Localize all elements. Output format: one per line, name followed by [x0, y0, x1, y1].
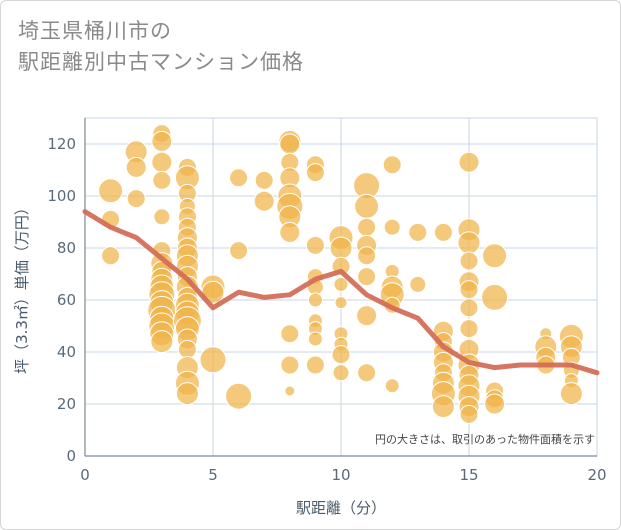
- x-tick-label: 10: [331, 466, 350, 484]
- data-point: [459, 251, 479, 271]
- x-axis-label: 駅距離（分）: [296, 499, 386, 517]
- y-tick-label: 100: [47, 187, 76, 205]
- data-point: [229, 241, 249, 261]
- data-point: [284, 385, 296, 397]
- x-tick-label: 15: [459, 466, 478, 484]
- data-point: [408, 222, 428, 242]
- data-point: [458, 151, 480, 173]
- data-point: [459, 319, 479, 339]
- data-point: [459, 404, 479, 424]
- data-point: [253, 190, 275, 212]
- data-point: [431, 395, 455, 419]
- data-point: [305, 163, 325, 183]
- data-point: [329, 236, 353, 260]
- trend-layer: [82, 209, 600, 376]
- data-point: [334, 296, 348, 310]
- tick-labels: 0 20 40 60 80 100 120 0 5 10 15 20: [47, 135, 606, 484]
- data-point: [484, 393, 506, 415]
- data-point: [307, 331, 323, 347]
- data-point: [152, 170, 172, 190]
- y-tick-label: 0: [66, 447, 76, 465]
- y-axis-label: 坪（3.3㎡）単価（万円）: [13, 200, 31, 374]
- data-point: [199, 346, 227, 374]
- y-tick-label: 40: [57, 343, 76, 361]
- data-point: [254, 170, 274, 190]
- data-point: [280, 355, 300, 375]
- chart-title-line-1: 埼玉県桶川市の: [18, 19, 172, 43]
- data-point: [459, 280, 479, 300]
- x-tick-label: 0: [80, 466, 90, 484]
- data-point: [331, 345, 351, 365]
- data-point: [357, 217, 377, 237]
- data-point: [101, 246, 121, 266]
- data-point: [98, 178, 124, 204]
- data-point: [305, 355, 325, 375]
- trend-line: [82, 209, 600, 376]
- data-point: [305, 235, 325, 255]
- y-tick-label: 60: [57, 291, 76, 309]
- y-tick-label: 120: [47, 135, 76, 153]
- data-point: [280, 324, 300, 344]
- data-point: [384, 378, 400, 394]
- data-point: [357, 246, 377, 266]
- data-point: [279, 221, 301, 243]
- data-point: [382, 155, 402, 175]
- data-point: [357, 363, 377, 383]
- data-point: [356, 305, 378, 327]
- data-point: [279, 133, 301, 155]
- data-point: [151, 151, 173, 173]
- data-point: [459, 298, 479, 318]
- data-point: [177, 339, 197, 359]
- y-tick-label: 20: [57, 395, 76, 413]
- x-tick-label: 5: [208, 466, 218, 484]
- data-point: [333, 276, 349, 292]
- x-tick-label: 20: [587, 466, 606, 484]
- data-point: [332, 364, 350, 382]
- data-point: [126, 189, 146, 209]
- data-point: [307, 292, 323, 308]
- data-point: [559, 382, 583, 406]
- data-point: [153, 208, 171, 226]
- data-point: [354, 193, 380, 219]
- chart-title-line-2: 駅距離別中古マンション価格: [18, 50, 304, 74]
- data-point: [457, 231, 481, 255]
- chart-title: 埼玉県桶川市の 駅距離別中古マンション価格: [18, 16, 438, 78]
- data-point: [225, 382, 253, 410]
- data-point: [175, 382, 199, 406]
- data-point: [409, 275, 427, 293]
- size-note: 円の大きさは、取引のあった物件面積を示す: [375, 432, 595, 446]
- y-tick-label: 80: [57, 239, 76, 257]
- data-point: [150, 330, 174, 354]
- data-point: [383, 218, 401, 236]
- data-point: [357, 267, 377, 287]
- data-point: [125, 156, 147, 178]
- data-point: [433, 222, 453, 242]
- data-point: [229, 168, 249, 188]
- data-point: [482, 243, 508, 269]
- data-point: [481, 283, 509, 311]
- data-point: [151, 130, 173, 152]
